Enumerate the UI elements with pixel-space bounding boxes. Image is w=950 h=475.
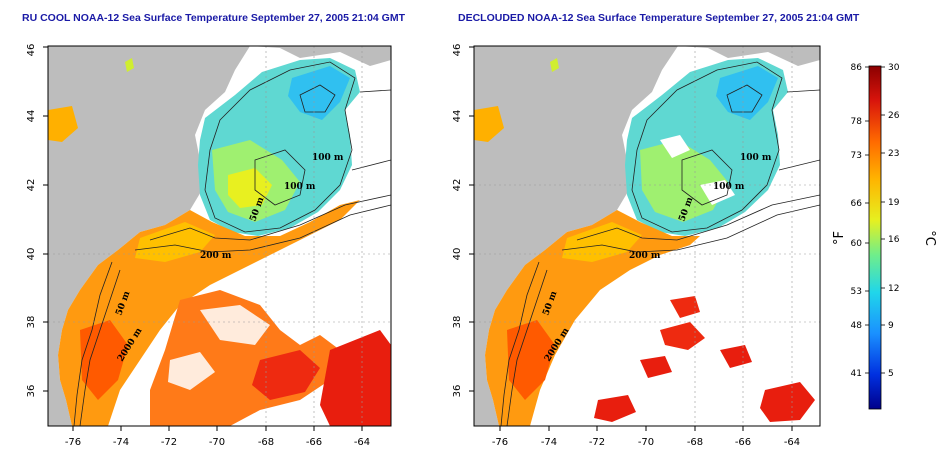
right-lat-tick: 40 bbox=[452, 248, 463, 261]
left-map-title: RU COOL NOAA-12 Sea Surface Temperature … bbox=[22, 12, 406, 24]
right-lon-tick: -68 bbox=[687, 437, 703, 448]
right-lon-tick: -74 bbox=[541, 437, 557, 448]
colorbar-c-tick: 30 bbox=[888, 63, 900, 73]
right-contour-label-2: 100 m bbox=[713, 182, 745, 192]
right-contours bbox=[500, 61, 820, 426]
colorbar-f-tick: 41 bbox=[851, 369, 862, 379]
colorbar-f-tick: 86 bbox=[851, 63, 863, 73]
left-lat-tick: 46 bbox=[26, 44, 37, 57]
left-lat-tick: 38 bbox=[26, 316, 37, 329]
colorbar-f-tick: 78 bbox=[851, 117, 863, 127]
right-contour-label-1: 100 m bbox=[740, 153, 772, 163]
colorbar-c-tick: 23 bbox=[888, 149, 899, 159]
left-land bbox=[48, 46, 391, 426]
right-map-frame bbox=[473, 45, 821, 427]
left-lon-tick: -76 bbox=[65, 437, 81, 448]
left-map-frame bbox=[47, 45, 392, 427]
left-lon-tick: -66 bbox=[306, 437, 322, 448]
left-lon-tick: -72 bbox=[161, 437, 177, 448]
right-lon-tick: -64 bbox=[784, 437, 800, 448]
right-contour-label-4: 200 m bbox=[629, 251, 661, 261]
right-grid bbox=[474, 46, 820, 426]
left-lat-tick: 42 bbox=[26, 179, 37, 192]
colorbar-c-tick: 16 bbox=[888, 235, 900, 245]
right-map-title: DECLOUDED NOAA-12 Sea Surface Temperatur… bbox=[458, 12, 860, 24]
right-land bbox=[474, 46, 820, 426]
left-lon-tick: -70 bbox=[209, 437, 225, 448]
colorbar-f-tick: 66 bbox=[851, 199, 863, 209]
right-lat-tick: 42 bbox=[452, 179, 463, 192]
right-lon-tick: -66 bbox=[735, 437, 751, 448]
left-contour-label-4: 200 m bbox=[200, 251, 232, 261]
colorbar-c-tick: 26 bbox=[888, 111, 900, 121]
left-contour-label-2: 100 m bbox=[284, 182, 316, 192]
left-lon-tick: -64 bbox=[354, 437, 370, 448]
right-lat-tick: 38 bbox=[452, 316, 463, 329]
right-lat-tick: 36 bbox=[452, 385, 463, 398]
colorbar-fahrenheit-label: °F bbox=[832, 231, 847, 245]
left-lat-tick: 40 bbox=[26, 248, 37, 261]
colorbar-celsius-label: °C bbox=[922, 230, 937, 246]
right-lon-tick: -70 bbox=[638, 437, 654, 448]
right-lon-tick: -72 bbox=[589, 437, 605, 448]
left-contours bbox=[73, 61, 391, 426]
colorbar-f-tick: 73 bbox=[851, 151, 862, 161]
temperature-colorbar: 86 78 73 66 60 53 48 41 30 26 23 19 16 1… bbox=[832, 63, 937, 410]
right-lat-tick: 44 bbox=[452, 110, 463, 123]
colorbar-f-tick: 48 bbox=[851, 321, 863, 331]
right-lat-tick: 46 bbox=[452, 44, 463, 57]
left-warm-water bbox=[58, 200, 360, 426]
colorbar-c-tick: 12 bbox=[888, 284, 899, 294]
left-contour-label-1: 100 m bbox=[312, 153, 344, 163]
colorbar-f-tick: 53 bbox=[851, 287, 862, 297]
left-lat-tick: 36 bbox=[26, 385, 37, 398]
left-lon-tick: -74 bbox=[113, 437, 129, 448]
right-map: 100 m 100 m 50 m 200 m 50 m 2000 m -76 -… bbox=[452, 44, 821, 448]
colorbar-f-tick: 60 bbox=[851, 239, 863, 249]
right-lon-tick: -76 bbox=[492, 437, 508, 448]
colorbar-gradient bbox=[868, 65, 882, 410]
left-grid bbox=[48, 46, 391, 426]
left-lon-tick: -68 bbox=[258, 437, 274, 448]
left-map: 100 m 100 m 50 m 200 m 50 m 2000 m -76 -… bbox=[26, 44, 392, 448]
left-lat-tick: 44 bbox=[26, 110, 37, 123]
colorbar-c-tick: 19 bbox=[888, 198, 900, 208]
colorbar-c-tick: 9 bbox=[888, 321, 894, 331]
colorbar-c-tick: 5 bbox=[888, 369, 894, 379]
